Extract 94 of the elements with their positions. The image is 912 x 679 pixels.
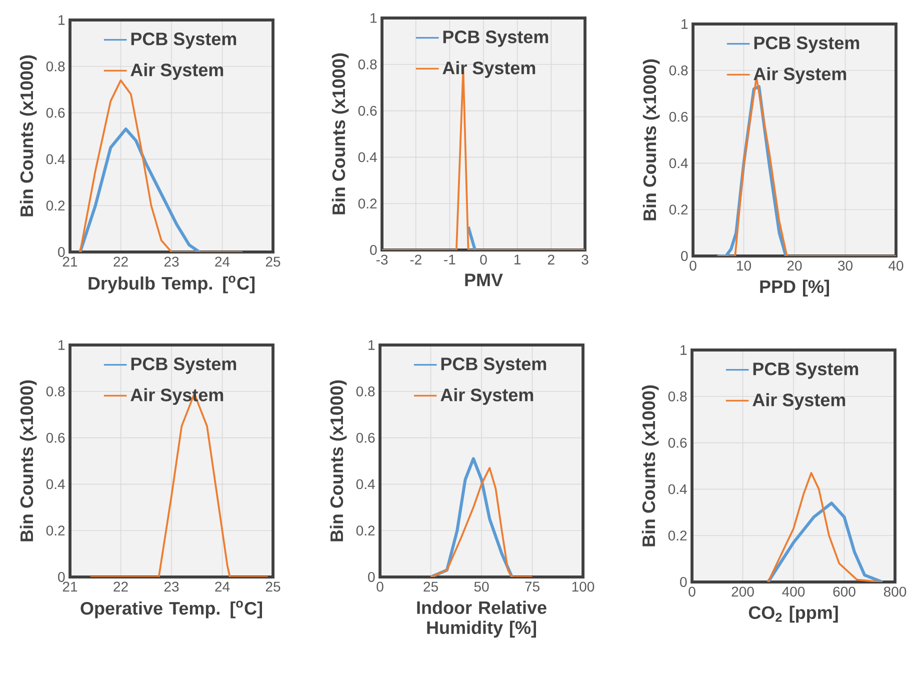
- x-tick-label: 23: [164, 582, 179, 592]
- y-tick-label: 0.8: [356, 386, 375, 396]
- y-axis-title: Bin Counts (x1000): [330, 380, 347, 542]
- y-tick-label: 1: [680, 345, 687, 355]
- x-axis-title: Indoor Relative Humidity [%]: [417, 600, 546, 638]
- x-tick-label: 0: [480, 254, 487, 265]
- legend-label: Air System: [440, 388, 534, 405]
- y-tick-label: 0.2: [356, 526, 375, 536]
- x-tick-label: 25: [266, 582, 280, 592]
- x-tick-label: 400: [782, 586, 805, 597]
- y-tick-label: 1: [370, 13, 377, 23]
- y-tick-label: 0.4: [668, 484, 687, 494]
- x-tick-label: 0: [690, 260, 696, 271]
- y-tick-label: 0.4: [46, 154, 65, 164]
- y-tick-label: 0.4: [669, 158, 688, 168]
- y-tick-label: 0.2: [669, 204, 688, 215]
- x-tick-label: 25: [424, 582, 438, 592]
- legend-label: PCB System: [131, 358, 236, 374]
- y-tick-label: 0.4: [358, 152, 377, 162]
- y-tick-label: 1: [682, 19, 688, 29]
- y-tick-label: 0.2: [668, 530, 687, 541]
- legend-label: PCB System: [754, 36, 860, 53]
- y-tick-label: 1: [368, 340, 375, 350]
- legend-label: Air System: [754, 67, 846, 84]
- x-tick-label: 0: [688, 586, 696, 597]
- x-tick-label: 24: [215, 256, 230, 266]
- legend-label: Air System: [752, 393, 846, 410]
- y-axis-title: Bin Counts (x1000): [642, 385, 659, 546]
- x-tick-label: 21: [62, 582, 78, 592]
- x-tick-label: 21: [62, 256, 78, 266]
- y-tick-label: 0.6: [356, 432, 375, 443]
- x-tick-label: 10: [737, 260, 751, 271]
- x-axis-title: PPD [%]: [760, 280, 829, 297]
- legend-label: PCB System: [443, 30, 548, 47]
- y-axis-title: Bin Counts (x1000): [20, 380, 37, 542]
- x-tick-label: 24: [215, 582, 230, 592]
- x-tick-label: 22: [114, 256, 128, 266]
- y-tick-label: 0.6: [669, 112, 688, 122]
- y-tick-label: 0.6: [46, 108, 65, 118]
- y-tick-label: 0.4: [356, 479, 375, 490]
- x-tick-label: 800: [884, 586, 906, 597]
- x-tick-label: 3: [582, 254, 588, 265]
- x-tick-label: 1: [514, 254, 521, 264]
- y-tick-label: 0: [58, 572, 65, 582]
- y-tick-label: 0.6: [668, 438, 687, 448]
- x-tick-label: 40: [888, 260, 904, 271]
- x-tick-label: -3: [376, 254, 388, 265]
- y-tick-label: 0.8: [46, 386, 65, 396]
- x-axis-title: Drybulb Temp. [$^{o}$C]: [88, 276, 254, 294]
- line-series: [78, 128, 201, 252]
- line-series: [430, 467, 534, 577]
- y-tick-label: 0.2: [46, 526, 65, 536]
- x-axis-title: CO$_{2}$ [ppm]: [748, 606, 838, 623]
- y-tick-label: 0.2: [46, 200, 65, 211]
- x-axis-title: PMV: [465, 274, 503, 286]
- x-tick-label: 50: [474, 582, 489, 592]
- x-tick-label: 25: [266, 256, 280, 267]
- legend-label: PCB System: [753, 362, 858, 379]
- y-tick-label: 0.8: [46, 61, 65, 72]
- y-tick-label: 0.8: [668, 391, 687, 402]
- x-tick-label: 30: [838, 260, 852, 271]
- x-tick-label: 22: [114, 582, 128, 592]
- y-tick-label: 0.4: [46, 479, 65, 490]
- line-series: [79, 79, 244, 252]
- legend-label: PCB System: [441, 358, 546, 374]
- y-tick-label: 1: [58, 340, 65, 350]
- y-tick-label: 0: [368, 572, 375, 582]
- x-tick-label: -2: [410, 254, 422, 264]
- x-tick-label: 100: [572, 582, 594, 592]
- line-series: [767, 472, 884, 582]
- y-tick-label: 0.8: [669, 65, 688, 76]
- x-axis-title: Operative Temp. [$^{o}$C]: [80, 600, 262, 618]
- y-tick-label: 0.2: [358, 198, 377, 209]
- x-tick-label: 20: [787, 260, 802, 271]
- y-axis-title: Bin Counts (x1000): [332, 53, 349, 214]
- x-tick-label: 600: [833, 586, 856, 597]
- x-tick-label: 75: [525, 582, 540, 592]
- x-tick-label: 2: [548, 254, 554, 264]
- y-tick-label: 1: [58, 15, 65, 25]
- x-tick-label: 23: [164, 256, 179, 267]
- legend-label: Air System: [130, 63, 224, 80]
- y-tick-label: 0.8: [358, 59, 377, 70]
- y-tick-label: 0: [58, 247, 65, 257]
- y-axis-title: Bin Counts (x1000): [642, 59, 660, 220]
- x-tick-label: 200: [732, 586, 754, 597]
- y-tick-label: 0: [370, 245, 377, 255]
- y-axis-title: Bin Counts (x1000): [20, 55, 37, 216]
- y-tick-label: 0.6: [358, 106, 377, 116]
- legend-label: Air System: [442, 61, 536, 78]
- legend-label: PCB System: [131, 32, 236, 49]
- line-series: [766, 502, 884, 582]
- y-tick-label: 0.6: [46, 432, 65, 443]
- x-tick-label: -1: [444, 254, 456, 264]
- x-tick-label: 0: [376, 582, 384, 592]
